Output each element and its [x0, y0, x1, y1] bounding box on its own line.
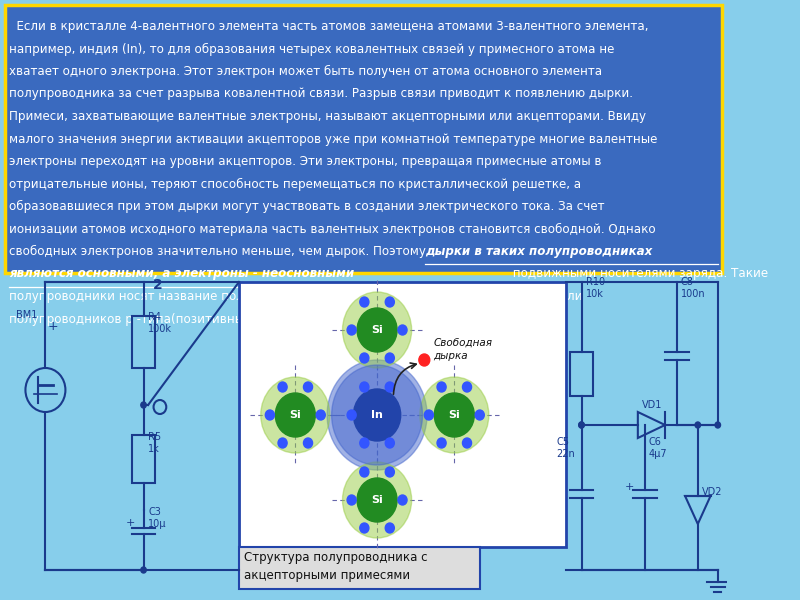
Circle shape	[275, 393, 315, 437]
Circle shape	[462, 382, 471, 392]
Text: дырки в таких полупроводниках: дырки в таких полупроводниках	[426, 245, 653, 258]
Text: C6: C6	[649, 437, 662, 447]
Circle shape	[695, 422, 701, 428]
Circle shape	[266, 410, 274, 420]
Text: C3: C3	[148, 507, 161, 517]
Circle shape	[360, 382, 369, 392]
Circle shape	[347, 495, 356, 505]
Circle shape	[303, 382, 313, 392]
Text: 2: 2	[153, 278, 162, 292]
Text: C8: C8	[681, 277, 694, 287]
Text: Примеси, захватывающие валентные электроны, называют акцепторными или акцепторам: Примеси, захватывающие валентные электро…	[9, 110, 646, 123]
Circle shape	[342, 462, 411, 538]
Text: 22n: 22n	[556, 449, 575, 459]
Bar	[132, 316, 155, 368]
Circle shape	[715, 422, 721, 428]
FancyBboxPatch shape	[5, 5, 722, 273]
Circle shape	[386, 467, 394, 477]
Text: ионизации атомов исходного материала часть валентных электронов становится свобо: ионизации атомов исходного материала час…	[9, 223, 656, 236]
Text: 10k: 10k	[586, 289, 604, 299]
Text: 10μ: 10μ	[148, 519, 166, 529]
Circle shape	[327, 360, 427, 470]
Circle shape	[278, 438, 287, 448]
Text: Si: Si	[449, 410, 460, 420]
Text: VD1: VD1	[642, 400, 662, 410]
Text: BM1: BM1	[16, 310, 38, 320]
Circle shape	[354, 389, 401, 441]
Circle shape	[360, 297, 369, 307]
Circle shape	[578, 422, 584, 428]
Circle shape	[578, 422, 584, 428]
Text: Si: Si	[290, 410, 301, 420]
Circle shape	[398, 495, 407, 505]
Circle shape	[347, 325, 356, 335]
Text: например, индия (In), то для образования четырех ковалентных связей у примесного: например, индия (In), то для образования…	[9, 43, 614, 56]
Circle shape	[141, 567, 146, 573]
Text: VD2: VD2	[702, 487, 723, 497]
Circle shape	[386, 523, 394, 533]
Circle shape	[303, 438, 313, 448]
Circle shape	[437, 438, 446, 448]
Text: R5: R5	[148, 432, 162, 442]
Text: C5: C5	[556, 437, 569, 447]
Circle shape	[360, 353, 369, 363]
Text: малого значения энергии активации акцепторов уже при комнатной температуре многи: малого значения энергии активации акцепт…	[9, 133, 658, 145]
Circle shape	[360, 438, 369, 448]
Circle shape	[420, 377, 489, 453]
Text: образовавшиеся при этом дырки могут участвовать в создании электрического тока. : образовавшиеся при этом дырки могут учас…	[9, 200, 605, 213]
Text: Если в кристалле 4-валентного элемента часть атомов замещена атомами 3-валентног: Если в кристалле 4-валентного элемента ч…	[9, 20, 649, 33]
Circle shape	[316, 410, 326, 420]
Text: полупроводника за счет разрыва ковалентной связи. Разрыв связи приводит к появле: полупроводника за счет разрыва ковалентн…	[9, 88, 633, 100]
Text: 1k: 1k	[148, 444, 160, 454]
Circle shape	[386, 438, 394, 448]
Circle shape	[357, 478, 397, 522]
Text: полупроводники носят название полупроводников с дырочной электропроводностью или: полупроводники носят название полупровод…	[9, 290, 582, 303]
Circle shape	[347, 410, 356, 420]
Circle shape	[398, 325, 407, 335]
Circle shape	[357, 308, 397, 352]
Text: полупроводников р -типа(позитивный, положительный тип проводимости).: полупроводников р -типа(позитивный, поло…	[9, 313, 492, 325]
Text: 4μ7: 4μ7	[649, 449, 667, 459]
Text: +: +	[126, 518, 134, 528]
Circle shape	[434, 393, 474, 437]
Circle shape	[360, 523, 369, 533]
Text: Структура полупроводника с
акцепторными примесями: Структура полупроводника с акцепторными …	[243, 551, 427, 582]
Circle shape	[332, 365, 422, 465]
Text: In: In	[371, 410, 383, 420]
FancyBboxPatch shape	[239, 547, 480, 589]
Circle shape	[386, 382, 394, 392]
Circle shape	[278, 382, 287, 392]
Text: 100k: 100k	[148, 324, 172, 334]
Text: электроны переходят на уровни акцепторов. Эти электроны, превращая примесные ато: электроны переходят на уровни акцепторов…	[9, 155, 602, 168]
Circle shape	[419, 354, 430, 366]
Circle shape	[437, 382, 446, 392]
Circle shape	[261, 377, 330, 453]
Text: Si: Si	[371, 325, 383, 335]
Circle shape	[386, 297, 394, 307]
Text: +: +	[625, 482, 634, 492]
Text: +: +	[47, 320, 58, 333]
FancyBboxPatch shape	[239, 282, 566, 547]
Bar	[570, 352, 594, 396]
Text: хватает одного электрона. Этот электрон может быть получен от атома основного эл: хватает одного электрона. Этот электрон …	[9, 65, 602, 78]
Circle shape	[141, 402, 146, 408]
Bar	[132, 435, 155, 483]
Circle shape	[360, 467, 369, 477]
Circle shape	[462, 438, 471, 448]
Text: Свободная
дырка: Свободная дырка	[434, 338, 492, 361]
Text: R4: R4	[148, 312, 161, 322]
Circle shape	[342, 292, 411, 368]
Text: Si: Si	[371, 495, 383, 505]
Text: 100n: 100n	[681, 289, 705, 299]
Text: подвижными носителями заряда. Такие: подвижными носителями заряда. Такие	[509, 268, 768, 280]
Text: отрицательные ионы, теряют способность перемещаться по кристаллической решетке, : отрицательные ионы, теряют способность п…	[9, 178, 582, 191]
Circle shape	[386, 353, 394, 363]
Text: являются основными, а электроны - неосновными: являются основными, а электроны - неосно…	[9, 268, 354, 280]
Text: R10: R10	[586, 277, 605, 287]
Circle shape	[475, 410, 484, 420]
Text: свободных электронов значительно меньше, чем дырок. Поэтому: свободных электронов значительно меньше,…	[9, 245, 430, 258]
Circle shape	[424, 410, 434, 420]
